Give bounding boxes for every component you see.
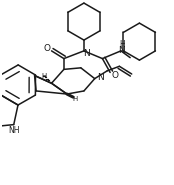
Text: H: H xyxy=(119,40,125,49)
Text: O: O xyxy=(44,44,50,53)
Text: H: H xyxy=(41,73,46,79)
Text: NH: NH xyxy=(8,126,19,135)
Text: N: N xyxy=(118,46,125,55)
Text: N: N xyxy=(97,73,104,82)
Text: H: H xyxy=(72,96,77,102)
Text: O: O xyxy=(111,71,118,80)
Text: N: N xyxy=(83,49,90,58)
